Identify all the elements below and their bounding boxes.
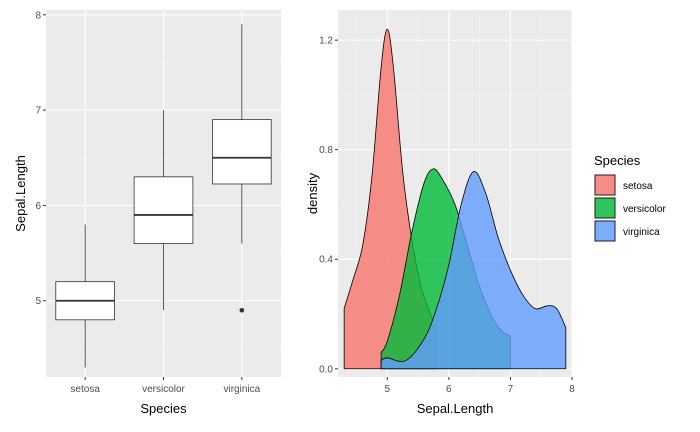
boxplot-ticks: 5 6 7 8 setosa versicolor virginica <box>35 10 260 395</box>
legend-item-virginica: virginica <box>594 220 660 242</box>
density-y-tick-label: 0.8 <box>319 145 333 156</box>
legend-item-versicolor: versicolor <box>594 197 666 219</box>
legend-label: virginica <box>623 227 660 238</box>
box-body <box>133 176 194 244</box>
density-area-virginica <box>380 171 567 370</box>
density-x-axis-title: Sepal.Length <box>417 401 494 416</box>
boxplot-x-tick-label: versicolor <box>142 384 185 395</box>
legend-swatch <box>594 197 616 219</box>
box-outlier-point <box>239 307 245 313</box>
box-body <box>212 119 272 185</box>
density-marks <box>343 28 567 370</box>
density-x-tick-label: 6 <box>446 384 452 395</box>
boxplot-marks <box>55 24 272 368</box>
density-y-tick-label: 0.0 <box>319 364 333 375</box>
legend-title: Species <box>594 153 641 168</box>
legend: Species setosa versicolor virginica <box>594 153 666 242</box>
boxplot-panel: 5 6 7 8 setosa versicolor virginica Species Se… <box>13 10 281 416</box>
boxplot-y-tick-label: 7 <box>35 106 41 117</box>
box-virginica <box>212 24 272 313</box>
boxplot-x-tick-label: virginica <box>223 384 260 395</box>
boxplot-x-tick-label: setosa <box>70 384 100 395</box>
boxplot-x-axis-title: Species <box>140 401 187 416</box>
boxplot-y-tick-label: 6 <box>35 201 41 212</box>
legend-item-setosa: setosa <box>594 174 653 196</box>
density-x-tick-label: 7 <box>508 384 514 395</box>
density-y-tick-label: 0.4 <box>319 255 333 266</box>
legend-swatch <box>594 174 616 196</box>
boxplot-y-tick-label: 8 <box>35 10 41 21</box>
density-y-axis-title: density <box>305 172 320 214</box>
boxplot-y-axis-title: Sepal.Length <box>13 155 28 232</box>
density-x-tick-label: 8 <box>569 384 575 395</box>
density-panel: 5 6 7 8 0.0 0.4 0.8 1.2 Sepal.Length density <box>305 10 575 416</box>
density-ticks: 5 6 7 8 0.0 0.4 0.8 1.2 <box>319 36 575 395</box>
legend-label: versicolor <box>623 204 666 215</box>
boxplot-y-tick-label: 5 <box>35 296 41 307</box>
density-y-tick-label: 1.2 <box>319 36 333 47</box>
box-versicolor <box>133 110 194 311</box>
legend-label: setosa <box>623 181 653 192</box>
box-setosa <box>55 224 115 368</box>
legend-swatch <box>594 220 616 242</box>
density-x-tick-label: 5 <box>384 384 390 395</box>
legend-items: setosa versicolor virginica <box>594 174 666 242</box>
